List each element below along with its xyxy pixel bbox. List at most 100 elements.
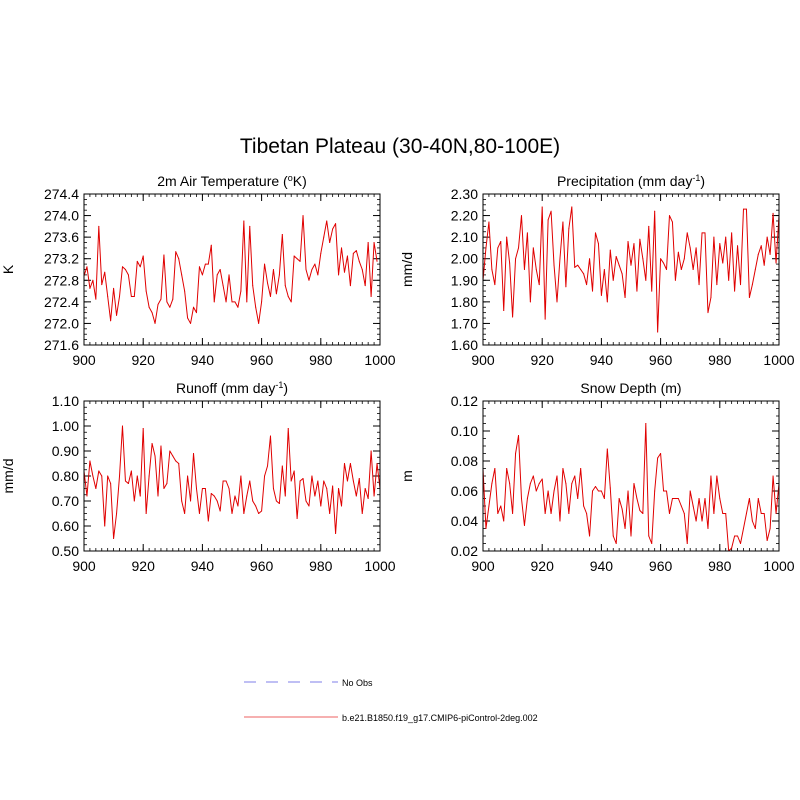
data-point [204, 263, 206, 265]
x-tick-label: 980 [708, 352, 732, 368]
data-point [95, 298, 97, 300]
chart-title-runoff: Runoff (mm day-1) [176, 380, 288, 396]
data-point [532, 247, 534, 249]
data-point [127, 274, 129, 276]
y-axis-label-precipitation: mm/d [399, 252, 415, 287]
data-point [358, 478, 360, 479]
data-point [680, 269, 682, 270]
data-point [243, 513, 245, 514]
data-point [343, 271, 345, 273]
data-point [707, 312, 709, 314]
data-point [104, 525, 106, 527]
data-point [275, 500, 277, 502]
data-point [680, 505, 682, 507]
data-point [136, 475, 138, 477]
data-point [568, 513, 570, 514]
data-point [198, 266, 200, 268]
data-point [361, 513, 363, 514]
data-point [526, 232, 528, 234]
data-point [121, 266, 123, 268]
data-point [535, 490, 537, 492]
data-point [491, 269, 493, 270]
data-point [562, 468, 564, 469]
data-point [258, 322, 260, 324]
data-point [89, 460, 91, 462]
data-point [234, 495, 236, 497]
data-point [565, 483, 567, 484]
data-point [166, 483, 168, 484]
data-point [110, 483, 112, 484]
y-tick-label: 2.20 [451, 208, 478, 224]
data-point [689, 490, 691, 492]
data-point [491, 483, 493, 484]
data-point [181, 500, 183, 502]
data-point [213, 301, 215, 303]
y-tick-label: 0.10 [451, 423, 478, 439]
data-point [565, 286, 567, 288]
y-tick-label: 1.00 [52, 418, 79, 434]
data-point [151, 312, 153, 314]
data-point [364, 285, 366, 287]
y-tick-label: 0.60 [52, 518, 79, 534]
data-point [532, 475, 534, 477]
data-point [734, 535, 736, 537]
data-point [633, 483, 635, 484]
data-point [763, 264, 765, 266]
data-point [550, 513, 552, 514]
data-point [754, 269, 756, 270]
data-point [302, 478, 304, 479]
data-point [89, 287, 91, 289]
legend-label-model: b.e21.B1850.f19_g17.CMIP6-piControl-2deg… [342, 713, 538, 723]
data-point [547, 219, 549, 221]
data-point [329, 513, 331, 514]
data-point [754, 528, 756, 529]
data-point [210, 493, 212, 494]
data-point [231, 301, 233, 303]
data-point [258, 513, 260, 514]
data-point [506, 468, 508, 469]
plot-frame-snow-depth [482, 400, 780, 552]
data-point [104, 271, 106, 273]
data-point [346, 480, 348, 482]
data-point [184, 290, 186, 292]
y-axis-label-snow-depth: m [399, 470, 415, 482]
x-tick-label: 960 [649, 352, 673, 368]
x-tick-label: 900 [72, 352, 96, 368]
y-tick-label: 2.10 [451, 229, 478, 245]
chart-panel-precipitation: Precipitation (mm day-1) mm/d 900 920 940 960… [399, 173, 795, 368]
data-point [630, 264, 632, 266]
data-point [130, 295, 132, 297]
data-point [562, 221, 564, 223]
data-point [290, 480, 292, 482]
data-point [332, 228, 334, 230]
x-tick-label: 940 [590, 352, 614, 368]
data-point [267, 282, 269, 284]
data-point [651, 543, 653, 544]
data-point [281, 233, 283, 235]
data-point [722, 513, 724, 514]
data-point [198, 513, 200, 514]
data-point [311, 269, 313, 270]
data-point [207, 520, 209, 522]
data-point [293, 255, 295, 257]
data-point [329, 242, 331, 244]
data-point [731, 547, 733, 549]
data-point [648, 535, 650, 537]
data-point [574, 266, 576, 268]
data-point [668, 215, 670, 217]
data-point [710, 297, 712, 299]
data-point [98, 470, 100, 472]
plot-frame-precipitation [482, 193, 780, 346]
data-point [154, 322, 156, 324]
data-point [636, 290, 638, 292]
y-axis-label-air-temperature: K [0, 264, 16, 274]
data-point [748, 297, 750, 299]
data-point [615, 256, 617, 258]
data-point [240, 475, 242, 477]
data-point [335, 533, 337, 534]
data-point [719, 498, 721, 499]
data-point [677, 498, 679, 499]
data-point [716, 475, 718, 477]
data-point [766, 540, 768, 541]
x-tick-label: 980 [708, 558, 732, 574]
